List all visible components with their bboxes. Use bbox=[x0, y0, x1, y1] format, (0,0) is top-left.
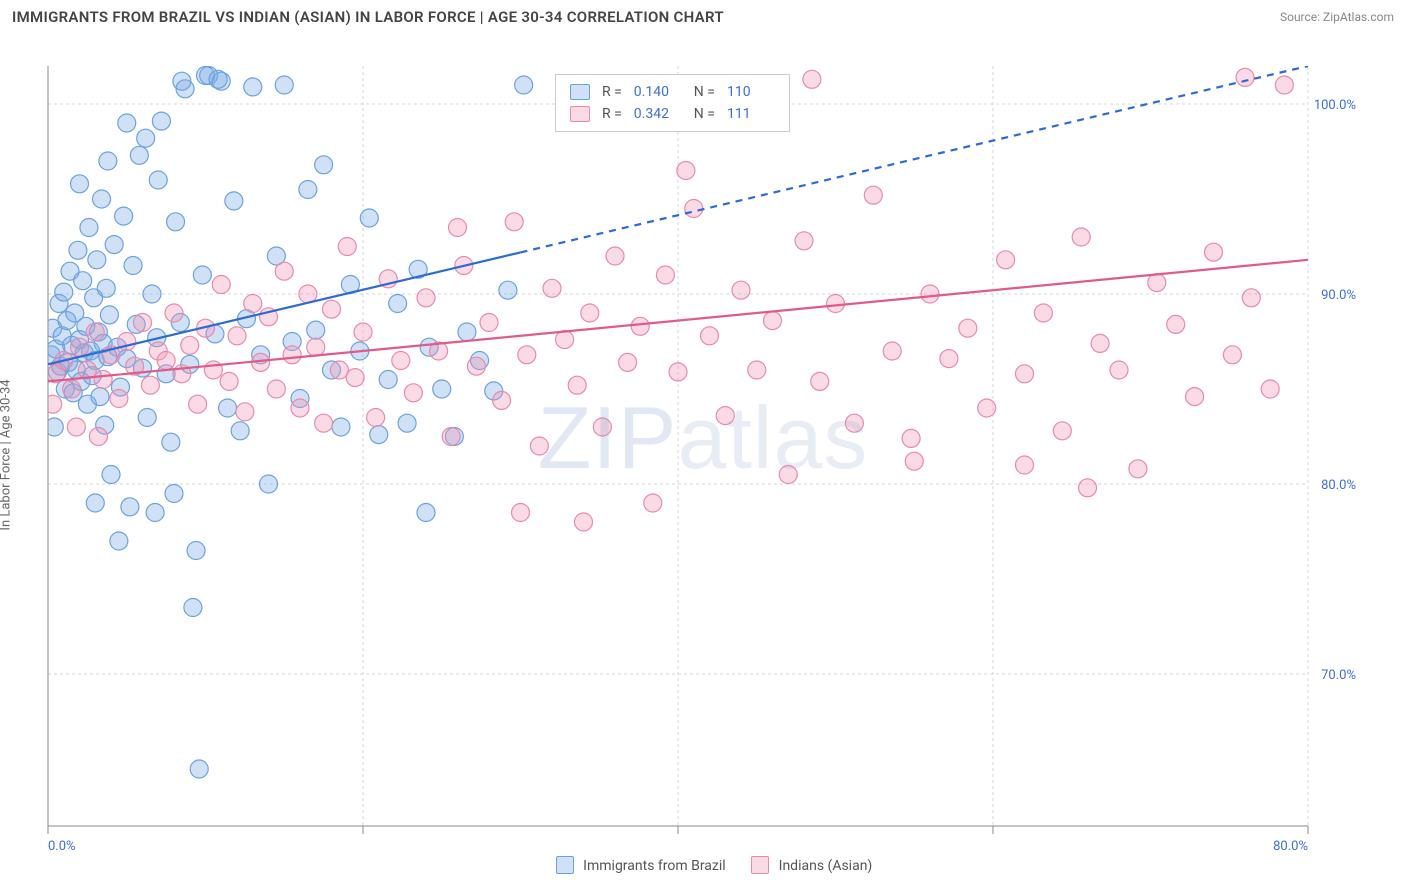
svg-text:80.0%: 80.0% bbox=[1321, 478, 1356, 493]
series-label: Indians (Asian) bbox=[779, 858, 873, 874]
legend-r-value: 0.342 bbox=[634, 103, 682, 125]
chart-area: In Labor Force | Age 30-34 ZIPatlas 70.0… bbox=[0, 30, 1406, 880]
svg-text:70.0%: 70.0% bbox=[1321, 668, 1356, 683]
legend-swatch-icon bbox=[751, 856, 769, 874]
source-label: Source: ZipAtlas.com bbox=[1280, 10, 1394, 24]
svg-text:0.0%: 0.0% bbox=[48, 839, 76, 854]
legend-r-label: R = bbox=[602, 103, 622, 125]
legend-n-value: 111 bbox=[727, 103, 775, 125]
chart-title: IMMIGRANTS FROM BRAZIL VS INDIAN (ASIAN)… bbox=[12, 8, 724, 26]
series-label: Immigrants from Brazil bbox=[583, 858, 726, 874]
legend-swatch-icon bbox=[570, 106, 590, 122]
svg-text:90.0%: 90.0% bbox=[1321, 288, 1356, 303]
legend-n-label: N = bbox=[694, 81, 715, 103]
legend-n-label: N = bbox=[694, 103, 715, 125]
legend-n-value: 110 bbox=[727, 81, 775, 103]
svg-text:100.0%: 100.0% bbox=[1314, 98, 1356, 113]
legend-swatch-icon bbox=[556, 856, 574, 874]
legend-row: R = 0.342 N = 111 bbox=[570, 103, 775, 125]
correlation-legend: R = 0.140 N = 110 R = 0.342 N = 111 bbox=[555, 74, 790, 132]
legend-r-value: 0.140 bbox=[634, 81, 682, 103]
legend-r-label: R = bbox=[602, 81, 622, 103]
legend-row: R = 0.140 N = 110 bbox=[570, 81, 775, 103]
legend-swatch-icon bbox=[570, 84, 590, 100]
scatter-plot-svg: 70.0% 80.0% 90.0% 100.0% 0.0% 80.0% bbox=[0, 30, 1406, 880]
x-axis-legend: Immigrants from Brazil Indians (Asian) bbox=[0, 856, 1406, 874]
y-axis-label: In Labor Force | Age 30-34 bbox=[0, 379, 14, 530]
svg-text:80.0%: 80.0% bbox=[1273, 839, 1308, 854]
